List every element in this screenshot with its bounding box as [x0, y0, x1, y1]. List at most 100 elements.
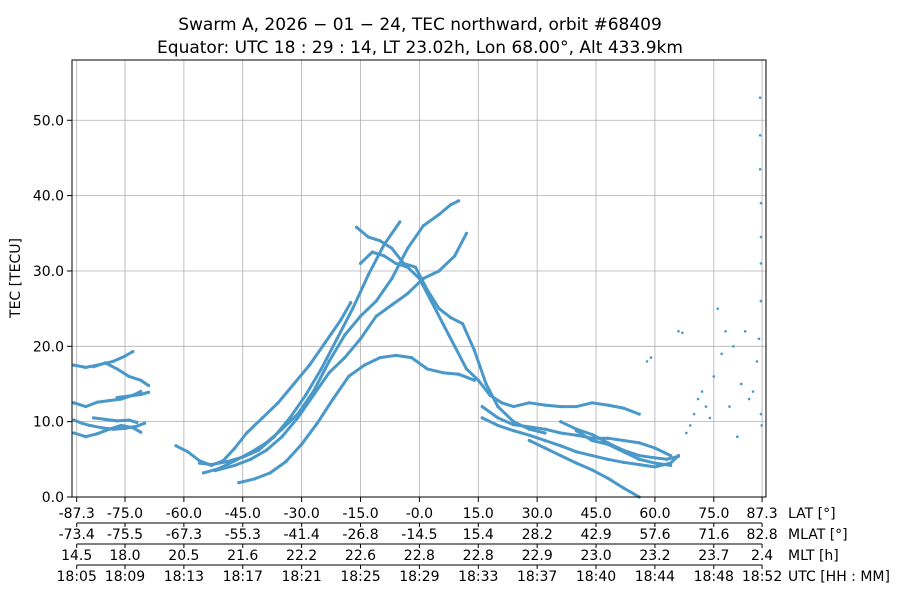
data-point	[760, 424, 763, 427]
data-point	[606, 442, 610, 446]
data-point	[209, 463, 213, 467]
data-point	[374, 314, 378, 318]
data-point	[146, 390, 151, 394]
data-point	[621, 406, 626, 410]
data-point	[390, 246, 394, 250]
x-tick-label: 82.8	[746, 527, 777, 543]
data-point	[406, 246, 410, 250]
data-point	[394, 261, 398, 266]
data-point	[103, 417, 107, 421]
data-point	[637, 457, 641, 461]
data-point	[406, 265, 410, 269]
data-point	[457, 372, 461, 376]
series-line	[237, 353, 476, 485]
data-point	[311, 393, 316, 397]
data-point	[174, 444, 178, 448]
data-point	[759, 299, 763, 303]
data-point	[606, 436, 610, 440]
data-point	[139, 389, 143, 394]
data-point	[84, 404, 88, 409]
data-point	[621, 438, 626, 443]
y-tick-label: 20.0	[33, 339, 64, 355]
data-point	[480, 404, 484, 409]
data-point	[421, 224, 425, 228]
data-point	[590, 438, 594, 443]
data-point	[237, 481, 241, 485]
data-point	[437, 212, 441, 217]
x-axis-row-1: -73.4 -75.5 -67.3 -55.3 -41.4 -26.8 -14.5 15.4 2…	[59, 522, 848, 543]
x-tick-label: 18:17	[223, 569, 263, 585]
data-point	[115, 419, 119, 423]
data-point	[747, 397, 751, 401]
data-point	[354, 225, 359, 229]
series-line	[527, 439, 641, 499]
data-point	[716, 307, 720, 310]
x-axis-name: MLT [h]	[788, 548, 839, 564]
data-point	[739, 382, 743, 386]
data-point	[233, 459, 237, 463]
series-arc-10	[201, 199, 461, 475]
series-line	[213, 231, 468, 473]
data-point	[665, 457, 669, 461]
data-point	[590, 401, 594, 405]
data-point	[685, 431, 688, 435]
data-point	[457, 199, 461, 203]
series-arc-15	[480, 404, 673, 458]
data-point	[743, 329, 747, 333]
data-point	[574, 450, 579, 454]
x-tick-label: 18:37	[517, 569, 557, 585]
data-point	[464, 367, 469, 371]
data-point	[425, 367, 429, 371]
data-point	[276, 401, 280, 405]
data-point	[512, 423, 516, 427]
data-point	[472, 378, 476, 382]
data-point	[653, 461, 657, 465]
data-point	[758, 96, 762, 99]
data-point	[751, 390, 755, 393]
data-point	[390, 276, 394, 281]
x-tick-label: 18:48	[694, 569, 734, 585]
data-point	[758, 134, 762, 137]
data-point	[681, 331, 684, 335]
data-point	[72, 418, 76, 422]
data-point	[72, 401, 76, 405]
data-point	[755, 360, 759, 363]
x-tick-label: -30.0	[284, 506, 320, 522]
data-point	[197, 459, 202, 463]
data-point	[366, 235, 370, 239]
data-point	[696, 397, 700, 401]
data-point	[103, 361, 107, 365]
data-point	[704, 405, 708, 408]
data-point	[429, 299, 433, 303]
data-point	[335, 337, 339, 341]
x-tick-label: 18:44	[635, 569, 675, 585]
y-axis: 0.0 10.0 20.0 30.0 40.0 50.0	[33, 113, 72, 506]
data-point	[496, 404, 500, 409]
x-tick-label: 87.3	[746, 506, 777, 522]
data-point	[84, 435, 88, 439]
data-point	[645, 360, 649, 363]
y-axis-label: TEC [TECU]	[8, 238, 24, 319]
x-tick-label: -15.0	[342, 506, 378, 522]
data-point	[197, 461, 202, 465]
data-point	[127, 394, 131, 398]
data-point	[288, 416, 292, 420]
data-point	[260, 416, 264, 420]
data-point	[590, 468, 594, 472]
data-point	[343, 333, 347, 337]
data-point	[323, 340, 327, 345]
data-point	[378, 356, 382, 360]
data-point	[319, 367, 323, 371]
data-point	[84, 365, 88, 370]
data-point	[225, 459, 229, 464]
data-point	[135, 420, 139, 425]
x-tick-label: 22.6	[345, 548, 376, 564]
data-point	[527, 425, 531, 429]
data-point	[574, 433, 579, 437]
x-tick-label: -87.3	[59, 506, 95, 522]
x-tick-label: 71.6	[698, 527, 729, 543]
data-point	[460, 322, 465, 326]
data-point	[559, 444, 563, 448]
data-point	[464, 231, 469, 235]
x-tick-label: 42.9	[580, 527, 611, 543]
